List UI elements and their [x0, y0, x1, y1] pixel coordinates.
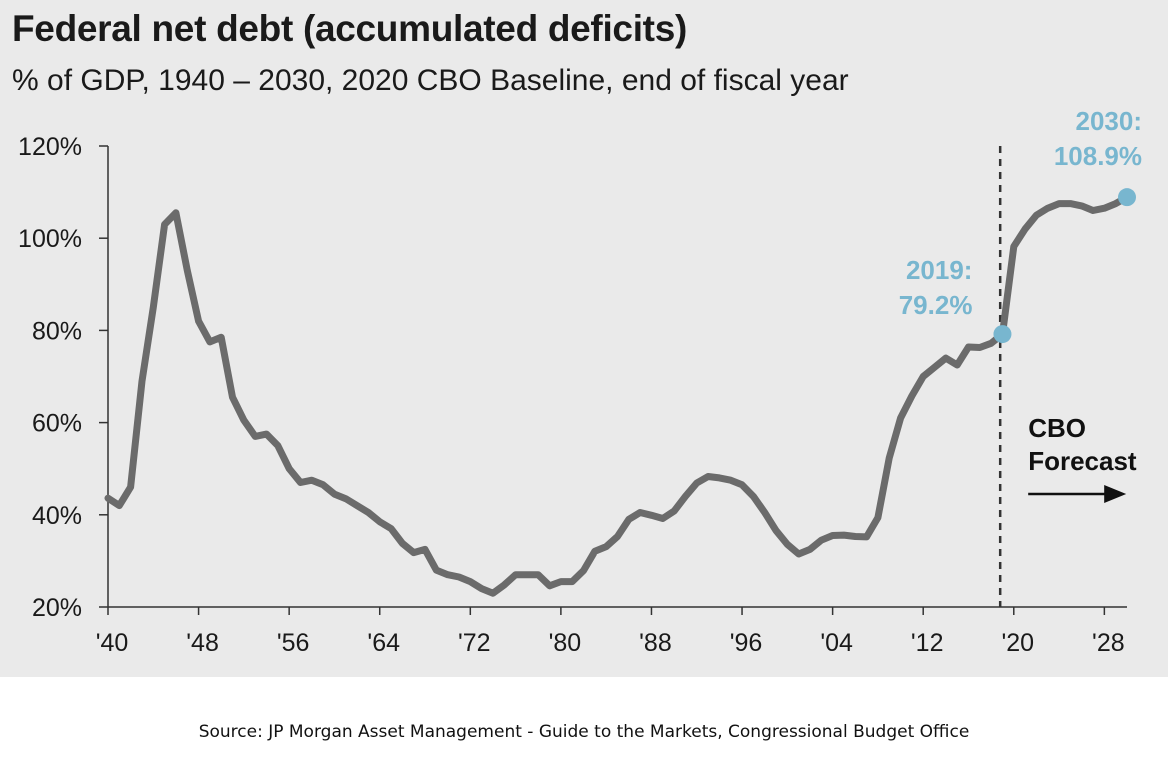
- x-tick-label: '40: [96, 629, 129, 657]
- y-tick-label: 40%: [32, 502, 82, 530]
- x-tick-label: '56: [277, 629, 310, 657]
- forecast-label-line2: Forecast: [1028, 446, 1137, 476]
- highlight-point: [1118, 188, 1136, 207]
- chart-panel: Federal net debt (accumulated deficits) …: [0, 0, 1168, 677]
- y-tick-label: 80%: [32, 317, 82, 345]
- x-tick-label: '04: [820, 629, 853, 657]
- x-tick-label: '96: [730, 629, 763, 657]
- x-tick-label: '48: [186, 629, 219, 657]
- y-tick-label: 60%: [32, 410, 82, 438]
- highlight-point: [993, 325, 1012, 344]
- chart-subtitle: % of GDP, 1940 – 2030, 2020 CBO Baseline…: [12, 64, 849, 97]
- x-tick-label: '12: [911, 629, 944, 657]
- chart-title: Federal net debt (accumulated deficits): [12, 8, 688, 49]
- y-tick-label: 100%: [18, 225, 82, 253]
- source-note: Source: JP Morgan Asset Management - Gui…: [198, 722, 970, 742]
- callout-year: 2019:: [906, 255, 973, 285]
- debt-series-line: [104, 193, 1131, 597]
- x-axis: '40 '48 '56 '64 '72 '80 '88 '96 '04 '12 '20 '28: [96, 606, 1127, 657]
- y-axis: 20% 40% 60% 80% 100% 120%: [18, 133, 109, 622]
- arrow-right-icon: [1104, 485, 1127, 503]
- callout-value: 108.9%: [1054, 141, 1142, 171]
- x-tick-label: '64: [367, 629, 400, 657]
- highlight-markers: [993, 188, 1136, 344]
- forecast-label-line1: CBO: [1028, 413, 1086, 443]
- x-tick-label: '80: [549, 629, 582, 657]
- y-tick-label: 20%: [32, 594, 82, 622]
- x-tick-label: '28: [1092, 629, 1125, 657]
- x-tick-label: '20: [1001, 629, 1034, 657]
- x-tick-label: '88: [639, 629, 672, 657]
- forecast-label: CBO Forecast: [1028, 413, 1137, 503]
- callout-value: 79.2%: [899, 290, 973, 320]
- line-chart: 20%40%60%80%100%120% '40'48'56'64'72'80 '…: [18, 106, 1142, 657]
- y-tick-label: 120%: [18, 133, 82, 161]
- callout-year: 2030:: [1076, 106, 1143, 136]
- value-callouts: 2019: 79.2% 2030: 108.9%: [899, 106, 1142, 320]
- x-tick-label: '72: [458, 629, 491, 657]
